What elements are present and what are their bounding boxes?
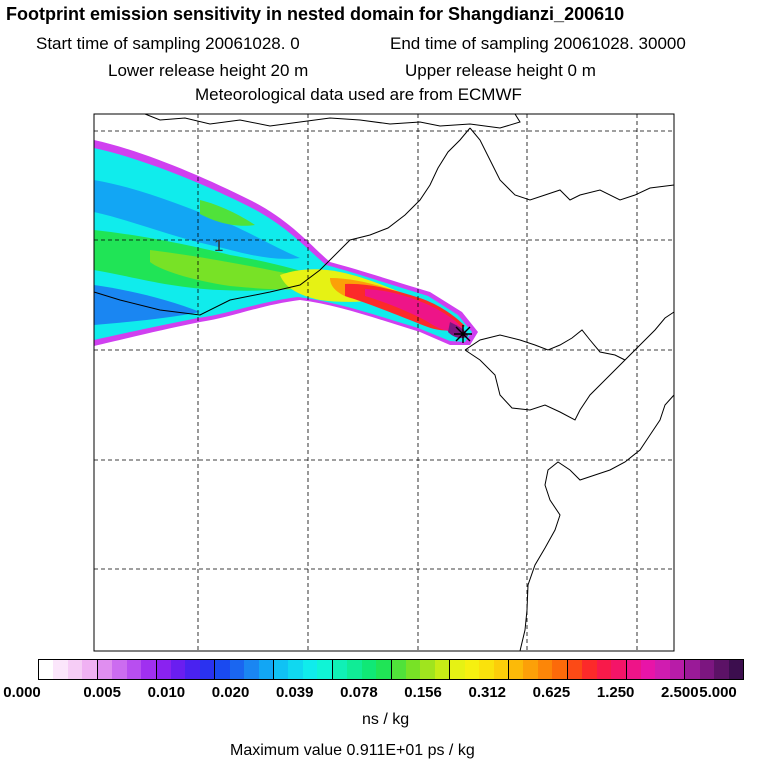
colorbar-swatch xyxy=(685,660,700,679)
colorbar-band xyxy=(508,660,567,679)
coastline-peninsula xyxy=(519,394,675,652)
grid-annotation: 1 xyxy=(214,236,223,255)
end-time-label: End time of sampling 20061028. 30000 xyxy=(390,34,686,53)
colorbar-swatch xyxy=(420,660,435,679)
colorbar-swatch xyxy=(596,660,612,679)
colorbar-band xyxy=(684,660,743,679)
plume-green xyxy=(200,200,255,226)
start-time-label: Start time of sampling 20061028. 0 xyxy=(36,34,300,53)
colorbar-swatch xyxy=(141,660,156,679)
colorbar-swatch xyxy=(523,660,538,679)
northern-border xyxy=(144,113,521,129)
colorbar-band xyxy=(39,660,97,679)
colorbar-unit: ns / kg xyxy=(362,711,410,728)
border-line xyxy=(469,127,675,201)
colorbar-swatch xyxy=(640,660,656,679)
colorbar-tick-label: 0.039 xyxy=(275,684,314,701)
colorbar xyxy=(38,659,744,680)
colorbar-swatch xyxy=(317,660,332,679)
colorbar-tick-label: 0.156 xyxy=(404,684,442,701)
colorbar-band xyxy=(273,660,332,679)
colorbar-swatch xyxy=(464,660,480,679)
colorbar-band xyxy=(214,660,273,679)
colorbar-tick-label: 0.312 xyxy=(468,684,507,701)
colorbar-band xyxy=(331,660,391,679)
colorbar-swatch xyxy=(258,660,273,679)
colorbar-tick-label: 5.000 xyxy=(699,684,737,701)
sensitivity-field xyxy=(94,140,478,346)
coastlines xyxy=(93,113,675,652)
colorbar-swatch xyxy=(229,660,245,679)
colorbar-band xyxy=(390,660,450,679)
border-line xyxy=(93,127,471,316)
colorbar-tick-label: 1.250 xyxy=(596,684,635,701)
coastline-bay xyxy=(464,329,626,361)
colorbar-swatch xyxy=(288,660,303,679)
colorbar-swatch xyxy=(493,660,508,679)
lower-release-height-label: Lower release height 20 m xyxy=(108,61,309,80)
colorbar-swatch xyxy=(67,660,83,679)
colorbar-swatch xyxy=(728,660,743,679)
colorbar-tick-label: 0.000 xyxy=(3,684,41,701)
colorbar-swatch xyxy=(97,660,113,679)
colorbar-swatch xyxy=(450,660,465,679)
colorbar-swatch xyxy=(347,660,362,679)
colorbar-tick-label: 0.078 xyxy=(340,684,378,701)
coastline-east xyxy=(464,311,675,421)
colorbar-swatch xyxy=(199,660,215,679)
colorbar-swatch xyxy=(434,660,450,679)
colorbar-swatch xyxy=(274,660,289,679)
colorbar-swatch xyxy=(611,660,626,679)
colorbar-tick-label: 0.010 xyxy=(147,684,186,701)
colorbar-swatch xyxy=(582,660,597,679)
colorbar-swatch xyxy=(552,660,567,679)
colorbar-swatch xyxy=(655,660,670,679)
colorbar-swatch xyxy=(126,660,142,679)
colorbar-tick-label: 0.005 xyxy=(83,684,121,701)
plume-streak xyxy=(94,180,300,259)
lat-lon-grid xyxy=(94,114,674,651)
colorbar-swatch xyxy=(669,660,685,679)
colorbar-swatch xyxy=(156,660,171,679)
map-frame xyxy=(93,113,675,652)
colorbar-swatch xyxy=(112,660,127,679)
upper-release-height-label: Upper release height 0 m xyxy=(405,61,596,80)
colorbar-swatch xyxy=(361,660,377,679)
colorbar-band xyxy=(155,660,215,679)
colorbar-swatch xyxy=(53,660,68,679)
colorbar-swatch xyxy=(714,660,729,679)
colorbar-swatch xyxy=(185,660,200,679)
colorbar-swatch xyxy=(215,660,230,679)
colorbar-swatch xyxy=(479,660,494,679)
release-site-marker xyxy=(454,325,472,343)
colorbar-tick-label: 0.020 xyxy=(211,684,250,701)
colorbar-tick-label: 2.500 xyxy=(661,684,699,701)
colorbar-swatch xyxy=(699,660,715,679)
colorbar-swatch xyxy=(376,660,391,679)
colorbar-swatch xyxy=(509,660,524,679)
colorbar-swatch xyxy=(82,660,97,679)
colorbar-swatch xyxy=(537,660,553,679)
maximum-value-label: Maximum value 0.911E+01 ps / kg xyxy=(230,742,475,759)
colorbar-band xyxy=(625,660,685,679)
plume-streak xyxy=(94,285,200,325)
plume-core xyxy=(365,289,464,332)
meteorological-data-label: Meteorological data used are from ECMWF xyxy=(195,85,522,104)
colorbar-swatch xyxy=(391,660,406,679)
colorbar-tick-label: 0.625 xyxy=(532,684,571,701)
colorbar-swatch xyxy=(244,660,259,679)
colorbar-swatch xyxy=(332,660,348,679)
colorbar-swatch xyxy=(405,660,421,679)
plot-title: Footprint emission sensitivity in nested… xyxy=(6,4,625,24)
colorbar-band xyxy=(96,660,156,679)
colorbar-band xyxy=(566,660,626,679)
colorbar-swatch xyxy=(39,660,54,679)
colorbar-swatch xyxy=(302,660,318,679)
colorbar-swatch xyxy=(567,660,583,679)
colorbar-swatch xyxy=(626,660,641,679)
colorbar-swatch xyxy=(170,660,186,679)
colorbar-band xyxy=(449,660,508,679)
